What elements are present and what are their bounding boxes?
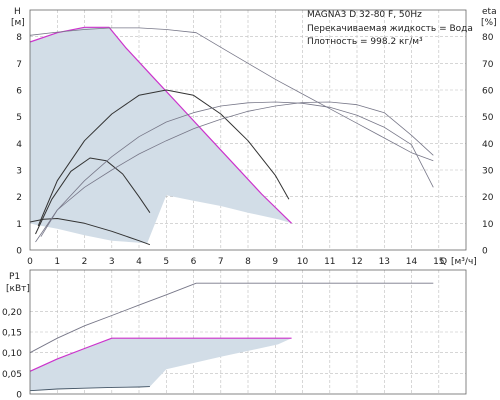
eta-tick-8: 80 [482,33,494,43]
power-tick-0: 0 [16,391,22,400]
eta-tick-7: 70 [482,60,494,70]
flow-tick-9: 9 [272,257,278,267]
flow-tick-7: 7 [218,257,224,267]
eff-curve-4 [29,27,434,162]
head-tick-8: 8 [16,33,22,43]
head-curve-3 [29,218,151,246]
head-axis-ticks: 0 1 2 3 4 5 6 7 8 [16,33,22,256]
flow-tick-6: 6 [191,257,197,267]
power-plot-frame [29,269,467,395]
eta-axis-ticks: 0 10 20 30 40 50 60 70 80 [482,33,494,256]
max-curve-0 [29,26,293,224]
head-axis-label: H [14,7,21,17]
flow-tick-14: 14 [406,257,418,267]
flow-tick-5: 5 [163,257,169,267]
flow-tick-8: 8 [245,257,251,267]
power-tick-1: 0,05 [2,370,22,380]
flow-tick-4: 4 [136,257,142,267]
head-tick-1: 1 [16,220,22,230]
head-curve-2 [35,157,151,235]
head-tick-2: 2 [16,193,22,203]
operating-envelope-area [30,27,292,244]
power-axis-ticks: 0 0,05 0,10 0,15 0,20 [2,308,22,400]
flow-tick-11: 11 [324,257,335,267]
flow-tick-15: 15 [433,257,444,267]
head-tick-5: 5 [16,113,22,123]
power-power-curve-1 [29,282,434,354]
flow-axis-unit: [м³/ч] [451,257,477,267]
eta-tick-2: 20 [482,193,494,203]
flow-tick-3: 3 [109,257,115,267]
head-axis-unit: [м] [11,18,25,28]
flow-tick-2: 2 [82,257,88,267]
power-tick-4: 0,20 [2,308,22,318]
head-tick-7: 7 [16,60,22,70]
eff-curve-6 [35,101,434,243]
max-power-curve-0 [29,337,292,372]
info-density: Плотность = 998.2 кг/м³ [307,37,423,47]
flow-tick-0: 0 [27,257,33,267]
eta-tick-0: 0 [482,247,488,257]
flow-tick-10: 10 [297,257,309,267]
head-tick-3: 3 [16,167,22,177]
head-tick-0: 0 [16,247,22,257]
eta-axis-unit: [%] [481,18,497,28]
power-envelope-area [30,338,292,391]
power-axis-unit: [кВт] [6,284,30,294]
eta-tick-5: 50 [482,113,494,123]
flow-axis-label: Q [440,257,447,267]
flow-axis-ticks: 0 1 2 3 4 5 6 7 8 9 10 11 12 13 14 15 [27,257,444,267]
info-fluid: Перекачиваемая жидкость = Вода [307,24,473,34]
eta-axis-label: eta [482,7,497,17]
eff-curve-5 [40,101,434,237]
performance-plot-frame [29,9,467,251]
chart-title: MAGNA3 D 32-80 F, 50Hz [307,10,422,20]
flow-tick-13: 13 [379,257,390,267]
power-tick-3: 0,15 [2,329,22,339]
power-low-power-curve-2 [29,386,150,392]
power-axis-label: P1 [9,272,20,282]
head-tick-6: 6 [16,87,22,97]
flow-tick-12: 12 [351,257,362,267]
eta-tick-4: 40 [482,140,494,150]
flow-tick-1: 1 [54,257,60,267]
performance-series [29,26,434,246]
eta-tick-6: 60 [482,87,494,97]
head-tick-4: 4 [16,140,22,150]
head-curve-1 [37,89,290,227]
power-series [29,282,434,392]
power-tick-2: 0,10 [2,349,22,359]
eta-tick-3: 30 [482,167,494,177]
eta-tick-1: 10 [482,220,494,230]
